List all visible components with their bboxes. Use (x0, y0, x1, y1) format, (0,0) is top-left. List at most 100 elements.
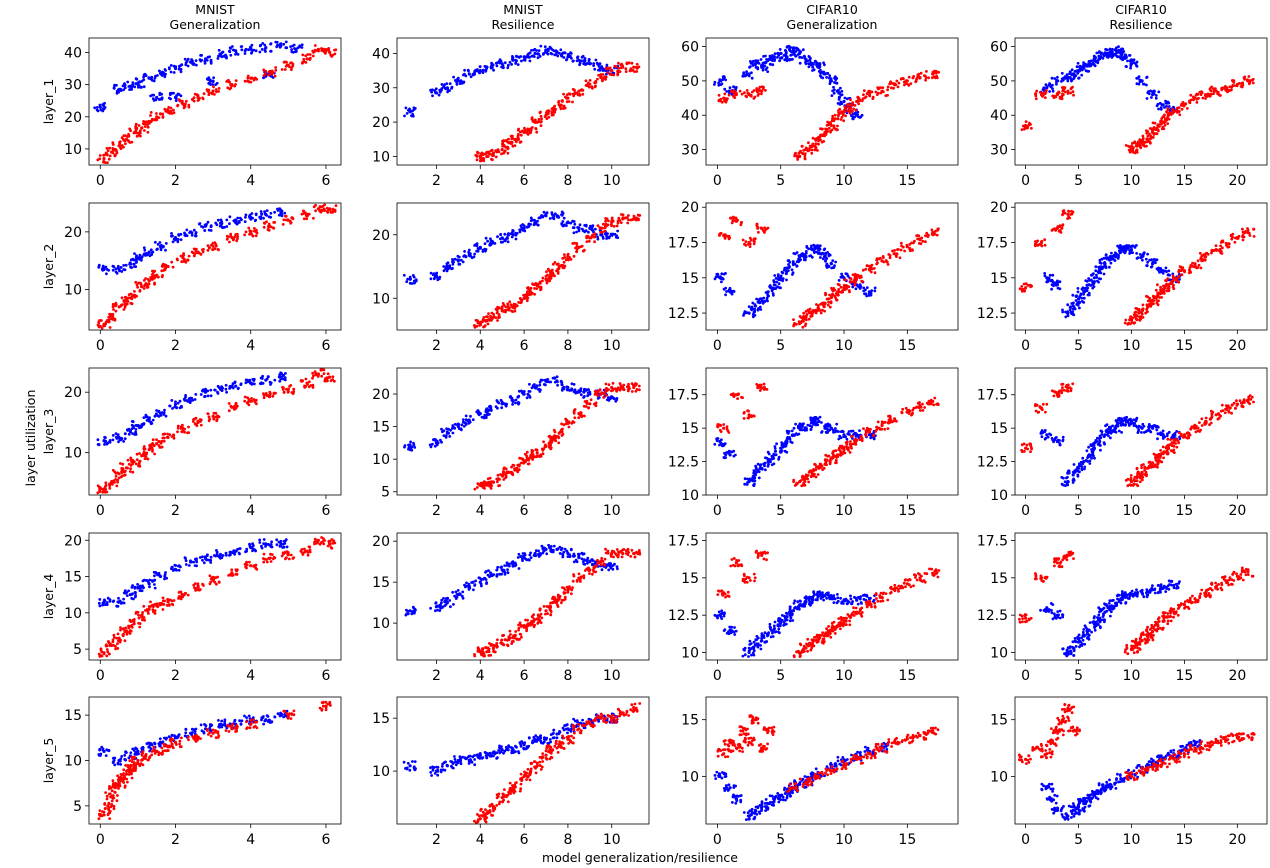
data-point (848, 280, 853, 284)
data-point-cloud (537, 49, 541, 52)
data-point-cloud (749, 238, 753, 242)
data-point-cloud (211, 79, 215, 83)
data-point-cloud (496, 319, 499, 322)
data-point-cloud (522, 224, 526, 228)
data-point-cloud (1162, 121, 1166, 125)
data-point-cloud (279, 377, 283, 381)
data-point-cloud (123, 437, 127, 441)
data-point-cloud (569, 52, 573, 55)
data-point-cloud (568, 256, 571, 259)
data-point-cloud (555, 269, 558, 273)
data-point-cloud (229, 53, 233, 57)
data-point-cloud (1172, 276, 1175, 279)
data-point-cloud (491, 240, 495, 244)
data-point-cloud (1125, 245, 1129, 249)
data-point-cloud (1167, 273, 1170, 276)
data-point-cloud (489, 242, 493, 246)
data-point-cloud (572, 231, 576, 235)
data-point-cloud (1021, 124, 1025, 128)
data-point-cloud (899, 248, 903, 252)
data-point-cloud (729, 89, 733, 93)
data-point-cloud (108, 486, 112, 490)
data-point-cloud (138, 253, 142, 257)
data-point-cloud (1241, 227, 1244, 231)
data-point-cloud (1051, 273, 1055, 277)
data-point-cloud (583, 59, 587, 63)
data-point (328, 50, 332, 55)
data-point-cloud (213, 93, 216, 96)
data-point-cloud (1246, 79, 1249, 82)
data-point-cloud (859, 115, 863, 119)
data-point-cloud (824, 251, 827, 255)
data-point-cloud (1136, 144, 1140, 148)
data-point-cloud (839, 118, 843, 121)
data-point-cloud (750, 308, 753, 312)
data-point-cloud (903, 83, 906, 87)
data-point-cloud (482, 159, 486, 163)
data-point-cloud (156, 243, 160, 246)
data-point-cloud (217, 54, 220, 58)
data-point-cloud (820, 140, 824, 144)
data-point-cloud (474, 68, 478, 72)
data-point-cloud (142, 120, 146, 123)
data-point-cloud (847, 289, 851, 292)
data-point-cloud (250, 76, 254, 80)
data-point-cloud (607, 236, 611, 240)
data-point-cloud (792, 252, 796, 255)
data-point-cloud (1204, 94, 1207, 97)
data-point-cloud (450, 85, 454, 89)
data-point-cloud (1102, 272, 1106, 276)
data-point-cloud (1180, 107, 1184, 111)
data-point-cloud (630, 61, 634, 65)
data-point-cloud (551, 216, 555, 220)
data-point-cloud (1045, 89, 1048, 92)
x-tick-label: 10 (1123, 338, 1141, 354)
data-point-cloud (798, 61, 802, 65)
data-point-cloud (822, 61, 825, 65)
data-point-cloud (269, 211, 273, 215)
data-point-cloud (1041, 91, 1045, 95)
data-point-cloud (1157, 107, 1160, 111)
data-point-cloud (888, 82, 891, 86)
data-point-cloud (164, 248, 167, 252)
data-point-cloud (93, 106, 97, 110)
data-point-cloud (539, 287, 543, 291)
data-point-cloud (1121, 58, 1124, 62)
data-point-cloud (722, 287, 726, 291)
data-point-cloud (509, 141, 512, 145)
data-point-cloud (865, 286, 869, 289)
data-point-cloud (262, 225, 266, 229)
data-point-cloud (531, 291, 534, 295)
data-point-cloud (1087, 69, 1091, 73)
data-point-cloud (791, 273, 794, 276)
data-point-cloud (1069, 91, 1072, 95)
data-point-cloud (265, 214, 268, 217)
data-point-cloud (1098, 277, 1101, 281)
data-point-cloud (431, 273, 435, 277)
data-point-cloud (474, 243, 478, 247)
data-point-cloud (1214, 244, 1218, 248)
data-point-cloud (517, 127, 520, 131)
data-point-cloud (620, 62, 624, 66)
data-point-cloud (262, 216, 265, 220)
data-point-cloud (124, 142, 127, 146)
data-point-cloud (557, 267, 561, 270)
data-point-cloud (1042, 86, 1046, 90)
data-point-cloud (718, 234, 721, 237)
data-point-cloud (528, 51, 532, 55)
data-point-cloud (175, 97, 178, 100)
data-point-cloud (433, 90, 437, 94)
data-point-cloud (182, 257, 186, 261)
data-point-cloud (1159, 107, 1163, 111)
data-point-cloud (599, 226, 603, 230)
data-point-cloud (270, 72, 273, 76)
data-point-cloud (713, 83, 716, 86)
data-point-cloud (920, 236, 924, 240)
data-point-cloud (724, 78, 727, 82)
data-point-cloud (628, 69, 632, 73)
data-point-cloud (730, 92, 734, 96)
data-point-cloud (722, 97, 726, 101)
data-point-cloud (900, 244, 903, 248)
data-point-cloud (779, 286, 782, 290)
data-point-cloud (117, 440, 120, 444)
